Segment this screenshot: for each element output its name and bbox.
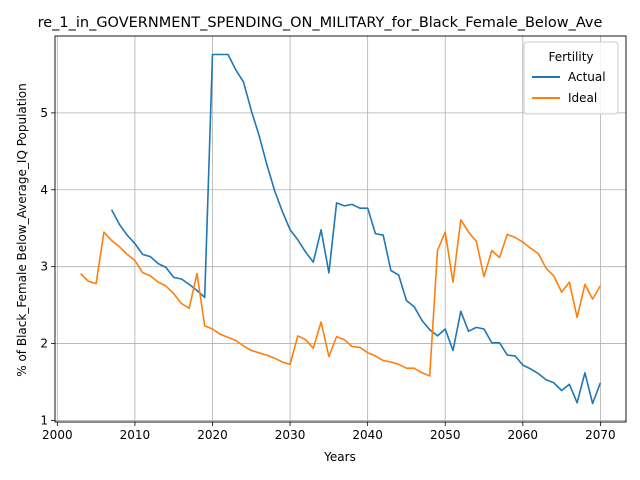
x-tick-label: 2070 [585, 428, 616, 442]
y-axis-ticks: 1 2 3 4 5 [40, 106, 55, 427]
legend-label-actual: Actual [568, 70, 606, 84]
series-line-ideal [80, 219, 602, 377]
legend-label-ideal: Ideal [568, 91, 597, 105]
x-tick-label: 2050 [430, 428, 461, 442]
legend-title: Fertility [548, 50, 593, 64]
x-axis-ticks: 2000 2010 2020 2030 2040 2050 2060 2070 [42, 422, 616, 442]
x-tick-label: 2060 [508, 428, 539, 442]
y-axis-label: % of Black_Female Below_Average_IQ Popul… [15, 83, 29, 377]
series-lines [80, 53, 602, 405]
chart-title: re_1_in_GOVERNMENT_SPENDING_ON_MILITARY_… [38, 15, 603, 31]
y-tick-label: 1 [40, 413, 48, 427]
plot-frame [54, 35, 627, 423]
x-tick-label: 2020 [197, 428, 228, 442]
x-tick-label: 2000 [42, 428, 73, 442]
legend-box [523, 41, 619, 115]
y-tick-label: 2 [40, 337, 48, 351]
y-tick-label: 3 [40, 260, 48, 274]
y-tick-label: 5 [40, 106, 48, 120]
x-tick-label: 2030 [275, 428, 306, 442]
x-tick-label: 2010 [120, 428, 151, 442]
legend: Fertility Actual Ideal [523, 41, 619, 115]
x-tick-label: 2040 [352, 428, 383, 442]
x-axis-label: Years [323, 450, 356, 464]
y-tick-label: 4 [40, 183, 48, 197]
